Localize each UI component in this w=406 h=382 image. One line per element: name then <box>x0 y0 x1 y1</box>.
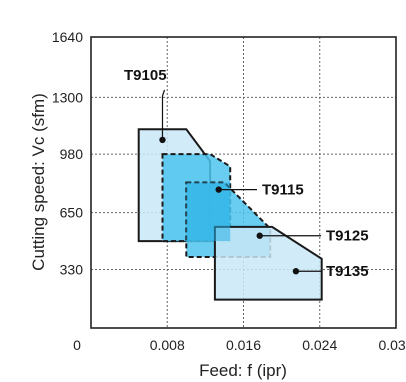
x-tick-label: 0 <box>73 337 81 353</box>
marker-t9105 <box>159 136 166 144</box>
y-tick-label: 1300 <box>52 89 83 105</box>
plot-frame <box>90 36 397 329</box>
x-tick-label: 0.024 <box>302 337 337 353</box>
x-tick-label: 0.008 <box>150 337 185 353</box>
label-t9125: T9125 <box>326 228 369 245</box>
label-t9135: T9135 <box>326 263 369 280</box>
y-tick-label: 1640 <box>52 29 83 45</box>
marker-t9125 <box>256 232 263 239</box>
region-layer <box>137 128 323 301</box>
y-tick-label: 330 <box>60 261 84 277</box>
region-t9135 <box>213 225 323 301</box>
tick-layer: 0 0.008 0.016 0.024 0.032 330 650 980 1300 1640 <box>52 29 406 353</box>
leader-layer <box>159 89 321 275</box>
label-t9115: T9115 <box>262 182 304 199</box>
label-layer: T9105 T9115 T9125 T9135 <box>124 67 369 280</box>
y-tick-label: 980 <box>60 146 84 162</box>
x-tick-label: 0.032 <box>378 337 406 353</box>
region-overlap <box>186 182 231 242</box>
marker-t9135 <box>292 268 300 275</box>
y-axis-title: Cutting speed: Vc (sfm) <box>29 93 48 271</box>
marker-t9115 <box>215 186 222 193</box>
x-tick-label: 0.016 <box>226 337 261 353</box>
label-t9105: T9105 <box>124 67 167 84</box>
x-axis-title: Feed: f (ipr) <box>199 361 287 380</box>
leader-t9105 <box>161 89 166 140</box>
y-tick-label: 650 <box>60 205 84 221</box>
